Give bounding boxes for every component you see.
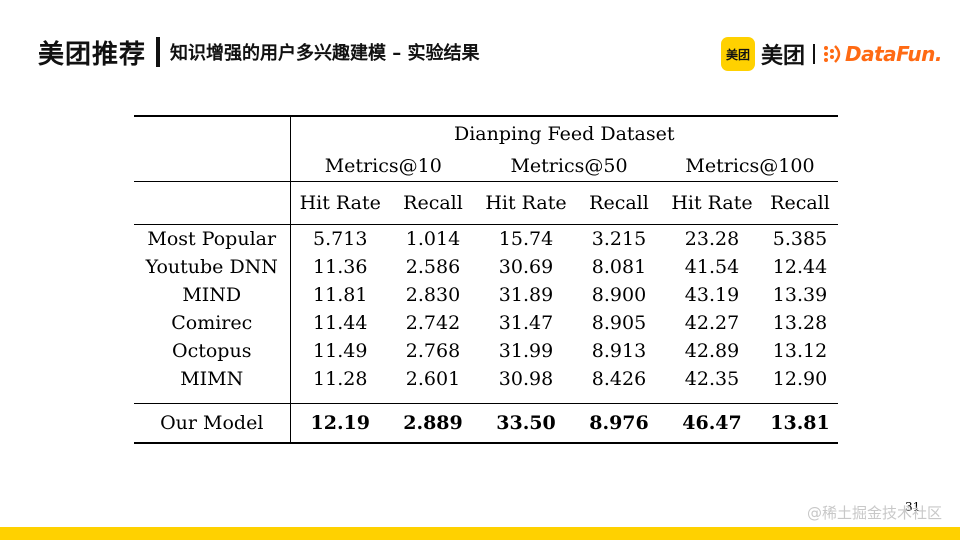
table-cell: 42.27 xyxy=(684,312,740,334)
column-header: Recall xyxy=(576,181,662,225)
column-header: Hit Rate xyxy=(662,181,762,225)
title-separator xyxy=(156,37,161,67)
table-cell-best: 33.50 xyxy=(476,403,576,444)
table-cell: 11.81 xyxy=(313,284,368,306)
column-header: Hit Rate xyxy=(290,181,390,225)
model-name: Octopus xyxy=(134,337,291,365)
table-cell: 43.19 xyxy=(684,284,740,306)
table-row: Octopus 11.49 2.768 31.99 8.913 42.89 13… xyxy=(134,337,838,365)
table-cell: 8.426 xyxy=(591,368,647,390)
meituan-logo-icon: 美团 xyxy=(721,37,755,71)
model-name: MIND xyxy=(134,281,291,309)
table-row: Youtube DNN 11.36 2.586 30.69 8.081 41.5… xyxy=(134,253,838,281)
metric-group-header: Metrics@100 xyxy=(662,151,838,182)
datafun-logo-icon xyxy=(824,45,841,63)
table-cell: 30.69 xyxy=(498,256,554,278)
table-cell-best: 2.889 xyxy=(390,403,476,444)
table-cell: 2.586 xyxy=(405,256,461,278)
table-cell: 42.35 xyxy=(684,368,740,390)
table-cell: 13.39 xyxy=(772,284,828,306)
table-cell: 11.49 xyxy=(313,340,368,362)
watermark: @稀土掘金技术社区 xyxy=(806,504,942,522)
meituan-logo-text: 美团 xyxy=(761,44,806,69)
table-cell: 8.905 xyxy=(591,312,647,334)
empty-corner-cell xyxy=(134,116,291,151)
empty-corner-cell xyxy=(134,151,291,182)
table-cell: 31.89 xyxy=(498,284,554,306)
results-table: Dianping Feed Dataset Metrics@10 Metrics… xyxy=(134,115,838,444)
table-row: MIMN 11.28 2.601 30.98 8.426 42.35 12.90 xyxy=(134,365,838,393)
table-cell: 11.36 xyxy=(313,256,368,278)
table-cell: 31.99 xyxy=(498,340,554,362)
empty-cell xyxy=(134,393,291,404)
table-cell: 15.74 xyxy=(498,228,554,250)
table-cell: 30.98 xyxy=(498,368,554,390)
empty-corner-cell xyxy=(134,181,291,225)
table-cell: 8.081 xyxy=(591,256,647,278)
column-header: Recall xyxy=(762,181,838,225)
table-cell: 23.28 xyxy=(684,228,740,250)
table-cell: 12.90 xyxy=(772,368,828,390)
table-cell: 11.28 xyxy=(313,368,368,390)
table-cell: 3.215 xyxy=(591,228,647,250)
table-cell-best: 13.81 xyxy=(762,403,838,444)
metric-group-row: Metrics@10 Metrics@50 Metrics@100 xyxy=(134,151,838,182)
table-cell: 2.768 xyxy=(405,340,461,362)
table-row: Comirec 11.44 2.742 31.47 8.905 42.27 13… xyxy=(134,309,838,337)
footer-bar xyxy=(0,527,960,540)
table-cell: 2.830 xyxy=(405,284,461,306)
datafun-logo-text: DataFun. xyxy=(845,42,942,66)
meituan-logo-square-text: 美团 xyxy=(725,47,750,62)
table-cell: 8.900 xyxy=(591,284,647,306)
metric-group-header: Metrics@10 xyxy=(290,151,476,182)
table-cell: 2.601 xyxy=(405,368,461,390)
brand-title: 美团推荐 xyxy=(38,39,147,70)
logo-area: 美团 美团 DataFun. xyxy=(721,34,942,74)
metric-group-header: Metrics@50 xyxy=(476,151,662,182)
table-row: Most Popular 5.713 1.014 15.74 3.215 23.… xyxy=(134,224,838,253)
model-name: Youtube DNN xyxy=(134,253,291,281)
table-cell: 41.54 xyxy=(684,256,740,278)
column-header: Hit Rate xyxy=(476,181,576,225)
empty-cell xyxy=(290,393,838,404)
dataset-name: Dianping Feed Dataset xyxy=(453,123,675,145)
our-model-row: Our Model 12.19 2.889 33.50 8.976 46.47 … xyxy=(134,403,838,444)
column-header: Recall xyxy=(390,181,476,225)
table-cell-best: 46.47 xyxy=(662,403,762,444)
table-cell: 42.89 xyxy=(684,340,740,362)
table-cell: 11.44 xyxy=(313,312,368,334)
table-row: MIND 11.81 2.830 31.89 8.900 43.19 13.39 xyxy=(134,281,838,309)
dataset-header-row: Dianping Feed Dataset xyxy=(134,116,838,151)
page-number: 31 xyxy=(905,500,921,514)
logo-separator xyxy=(813,44,816,64)
table-cell-best: 12.19 xyxy=(290,403,390,444)
slide-header: 美团推荐 知识增强的用户多兴趣建模 – 实验结果 xyxy=(38,30,480,74)
table-divider xyxy=(134,393,838,404)
table-cell-best: 8.976 xyxy=(576,403,662,444)
table-cell: 5.713 xyxy=(313,228,368,250)
model-name: Comirec xyxy=(134,309,291,337)
table-cell: 5.385 xyxy=(772,228,828,250)
table-cell: 8.913 xyxy=(591,340,647,362)
table-cell: 31.47 xyxy=(498,312,554,334)
model-name: MIMN xyxy=(134,365,291,393)
model-name: Most Popular xyxy=(134,224,291,253)
results-table-container: Dianping Feed Dataset Metrics@10 Metrics… xyxy=(134,115,838,444)
table-cell: 13.28 xyxy=(772,312,828,334)
table-cell: 12.44 xyxy=(772,256,828,278)
slide-title: 知识增强的用户多兴趣建模 – 实验结果 xyxy=(170,43,480,64)
table-cell: 2.742 xyxy=(405,312,461,334)
sub-header-row: Hit Rate Recall Hit Rate Recall Hit Rate… xyxy=(134,181,838,225)
table-cell: 13.12 xyxy=(772,340,828,362)
table-cell: 1.014 xyxy=(405,228,461,250)
model-name: Our Model xyxy=(134,403,291,444)
